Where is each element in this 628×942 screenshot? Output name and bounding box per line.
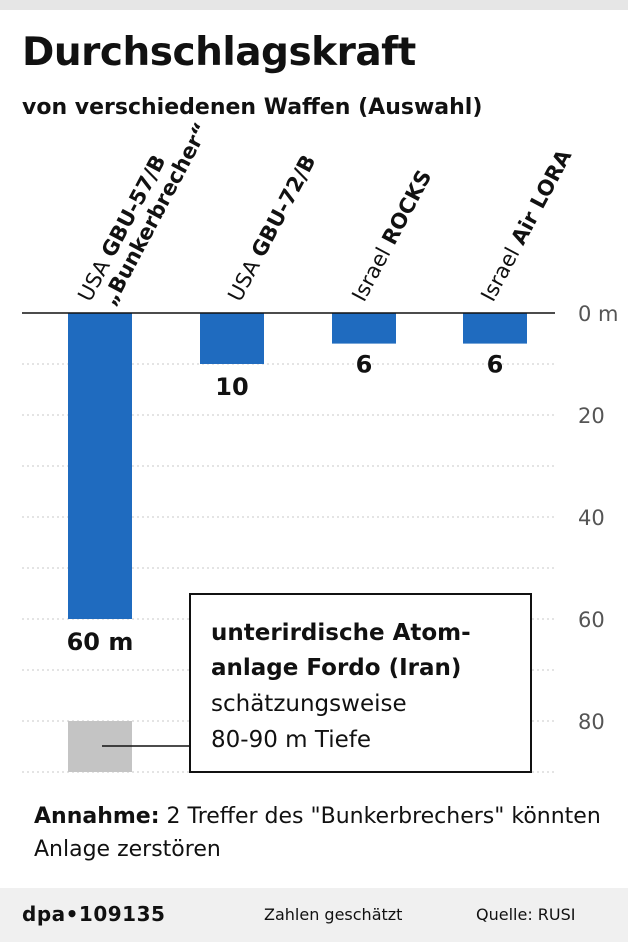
target-info-text: 80-90 m Tiefe: [211, 727, 371, 753]
bar-value-label: 10: [215, 373, 248, 401]
category-country: Israel: [476, 238, 527, 306]
target-info-text: schätzungsweise: [211, 691, 407, 717]
bar-value-label: 6: [487, 351, 504, 379]
footer: dpa•109135 Zahlen geschätzt Quelle: RUSI: [0, 888, 628, 942]
y-tick-label: 60: [578, 608, 605, 632]
target-info-text: anlage Fordo (Iran): [211, 655, 461, 681]
chart-area: 0 m 20 40 60 80 USA GBU-57/B„Bunkerbrecher“ U…: [22, 119, 619, 773]
top-bar: [0, 0, 628, 10]
bar: [200, 313, 264, 364]
y-tick-label: 20: [578, 404, 605, 428]
category-weapon: Air LORA: [506, 145, 576, 249]
category-country: Israel: [347, 238, 398, 306]
category-weapon: ROCKS: [377, 166, 436, 249]
bars: [68, 313, 527, 619]
agency-id: dpa•109135: [22, 902, 166, 926]
category-labels: USA GBU-57/B„Bunkerbrecher“ USA GBU-72/BI…: [73, 119, 576, 310]
category-label: USA GBU-72/B: [223, 151, 320, 305]
footnote-text: 2 Treffer des "Bunkerbrechers" könnten A…: [34, 804, 601, 862]
target-info-text: unterirdische Atom-: [211, 620, 471, 646]
footer-source: Quelle: RUSI: [476, 905, 576, 924]
bar: [68, 313, 132, 619]
chart-title: Durchschlagskraft: [22, 30, 416, 75]
footer-note: Zahlen geschätzt: [264, 905, 403, 924]
y-tick-label: 80: [578, 710, 605, 734]
y-axis-ticks: 0 m 20 40 60 80: [578, 302, 619, 734]
bar: [463, 313, 527, 344]
target-info-box: [189, 593, 532, 773]
chart-subtitle: von verschiedenen Waffen (Auswahl): [22, 95, 483, 120]
y-tick-label: 40: [578, 506, 605, 530]
value-labels: 60 m 10 6 6: [67, 351, 504, 656]
y-tick-label: 0 m: [578, 302, 619, 326]
footnote: Annahme: 2 Treffer des "Bunkerbrechers" …: [34, 800, 614, 866]
footnote-label: Annahme:: [34, 804, 160, 829]
target-annotation: unterirdische Atom-anlage Fordo (Iran) sc…: [68, 593, 532, 773]
category-weapon: GBU-72/B: [247, 151, 321, 261]
bar-value-label: 60 m: [67, 628, 134, 656]
category-label: Israel Air LORA: [476, 145, 576, 305]
bar-value-label: 6: [356, 351, 373, 379]
bar: [332, 313, 396, 344]
category-label: Israel ROCKS: [347, 166, 436, 305]
